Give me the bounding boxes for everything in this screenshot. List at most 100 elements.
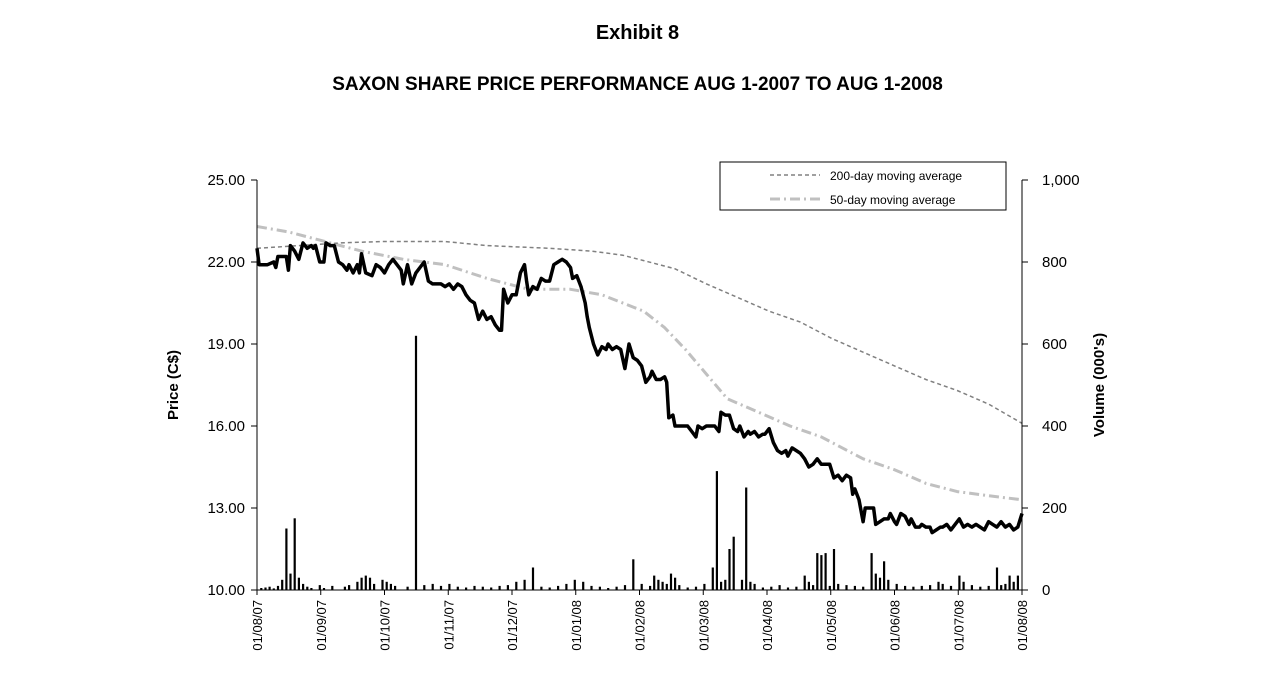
volume-bar <box>803 575 806 590</box>
volume-bar <box>531 567 535 590</box>
y-tick-label: 19.00 <box>207 336 245 353</box>
y2-tick-label: 1,000 <box>1042 172 1080 189</box>
chart-title: SAXON SHARE PRICE PERFORMANCE AUG 1-2007… <box>332 74 943 95</box>
volume-bar <box>874 573 877 590</box>
volume-bar <box>686 587 689 590</box>
axes: 10.00 13.00 16.00 19.00 22.00 25.00 0 200 400 600… <box>165 172 1108 651</box>
volume-bar <box>828 585 831 590</box>
volume-bar <box>703 583 706 590</box>
y2-tick-label: 600 <box>1042 336 1067 353</box>
volume-bar <box>473 585 476 590</box>
volume-bar <box>598 586 601 590</box>
volume-bar <box>1008 575 1011 590</box>
volume-bars <box>260 335 1019 591</box>
volume-bar <box>694 586 698 590</box>
volume-bar <box>649 585 652 590</box>
x-tick-label: 01/08/08 <box>1015 600 1030 651</box>
volume-bar <box>322 588 326 590</box>
volume-bar <box>724 579 727 591</box>
volume-bar <box>640 583 643 590</box>
price-lines <box>255 225 1024 535</box>
volume-bar <box>728 549 731 590</box>
x-tick-label: 01/09/07 <box>314 600 329 651</box>
volume-bar <box>607 588 610 590</box>
volume-bar <box>389 583 392 590</box>
volume-bar <box>962 581 965 590</box>
volume-bar <box>812 585 815 590</box>
volume-bar <box>878 577 882 590</box>
volume-bar <box>770 586 773 590</box>
y-tick-label: 13.00 <box>207 500 245 517</box>
volume-bar <box>456 586 459 590</box>
volume-bar <box>540 586 543 590</box>
x-tick-label: 01/12/07 <box>505 600 520 651</box>
x-tick-label: 01/08/07 <box>250 600 265 651</box>
volume-bar <box>360 577 363 590</box>
volume-bar <box>824 553 827 590</box>
volume-bar <box>786 587 790 590</box>
volume-bar <box>816 553 819 590</box>
volume-bar <box>820 555 823 590</box>
volume-bar <box>343 586 346 590</box>
volume-bar <box>720 581 723 590</box>
volume-bar <box>937 581 940 590</box>
y-tick-label: 16.00 <box>207 418 245 435</box>
x-tick-label: 01/07/08 <box>951 600 966 651</box>
price-line <box>255 241 1024 535</box>
y2-tick-label: 800 <box>1042 254 1067 271</box>
volume-bar <box>364 575 367 590</box>
volume-bar <box>281 579 284 591</box>
y2-axis-label: Volume (000's) <box>1091 333 1108 437</box>
volume-bar <box>740 579 744 591</box>
volume-bar <box>1004 583 1007 590</box>
volume-bar <box>979 586 982 590</box>
volume-bar <box>657 579 660 591</box>
y-axis-label: Price (C$) <box>165 350 182 420</box>
legend-box <box>719 161 1007 211</box>
volume-bar <box>431 583 434 590</box>
volume-bar <box>941 583 944 590</box>
volume-bar <box>887 579 890 591</box>
volume-bar <box>674 577 677 590</box>
volume-bar <box>310 588 313 590</box>
volume-bar <box>465 587 468 590</box>
x-tick-label: 01/06/08 <box>888 600 903 651</box>
volume-bar <box>573 579 576 591</box>
volume-bar <box>1012 581 1015 590</box>
volume-bar <box>920 585 923 590</box>
x-tick-label: 01/05/08 <box>824 600 839 651</box>
volume-bar <box>653 575 656 590</box>
volume-bar <box>481 586 484 590</box>
x-tick-label: 01/04/08 <box>760 600 775 651</box>
volume-bar <box>970 585 973 590</box>
x-tick-label: 01/11/07 <box>441 600 456 650</box>
volume-bar <box>987 585 990 590</box>
volume-bar <box>260 588 263 590</box>
x-tick-label: 01/02/08 <box>633 600 648 651</box>
volume-bar <box>912 586 915 590</box>
volume-bar <box>795 586 798 590</box>
volume-bar <box>368 577 372 590</box>
volume-bar <box>732 536 735 590</box>
volume-bar <box>506 585 509 590</box>
y2-tick-label: 400 <box>1042 418 1067 435</box>
volume-bar <box>1016 575 1019 590</box>
volume-bar <box>895 583 898 590</box>
y2-tick-label: 0 <box>1042 582 1050 599</box>
volume-bar <box>272 588 275 590</box>
x-tick-label: 01/03/08 <box>696 600 711 651</box>
volume-bar <box>406 586 409 590</box>
volume-bar <box>853 585 856 590</box>
volume-bar <box>276 585 280 590</box>
volume-bar <box>590 585 593 590</box>
volume-bar <box>565 583 568 590</box>
volume-bar <box>264 587 267 590</box>
volume-bar <box>293 518 296 591</box>
volume-bar <box>297 577 300 590</box>
y-tick-label: 22.00 <box>207 254 245 271</box>
volume-bar <box>439 585 443 590</box>
volume-bar <box>289 573 292 590</box>
volume-bar <box>870 553 873 590</box>
y2-tick-label: 200 <box>1042 500 1067 517</box>
